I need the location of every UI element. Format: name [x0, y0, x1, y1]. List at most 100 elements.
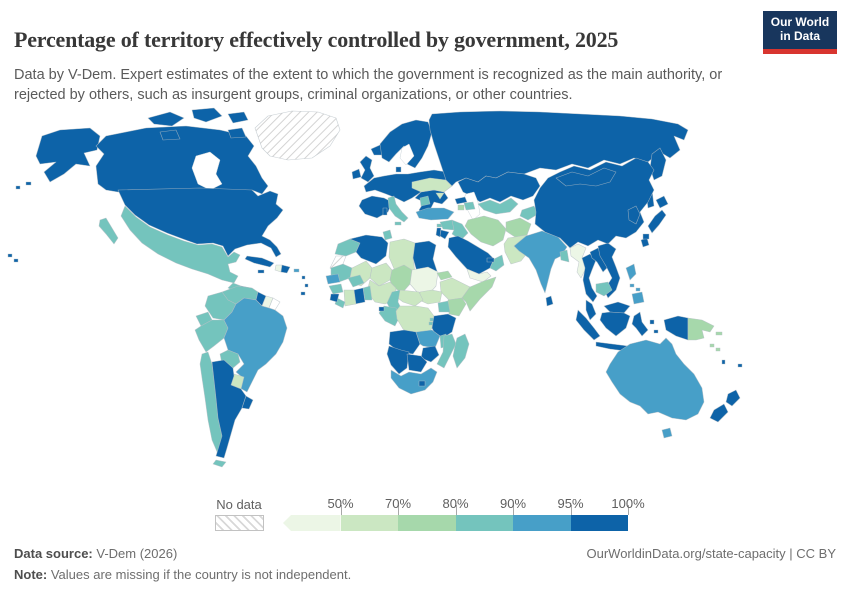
legend-segment-b90[interactable]	[513, 515, 571, 531]
map-region-aleutian-1[interactable]	[25, 181, 32, 186]
map-region-trinidad[interactable]	[300, 291, 306, 296]
map-region-usa[interactable]	[117, 187, 284, 258]
map-region-argentina[interactable]	[211, 359, 247, 459]
map-region-kalimantan[interactable]	[599, 311, 631, 337]
legend-segment-b95[interactable]	[570, 515, 628, 531]
map-region-israel[interactable]	[435, 227, 442, 238]
map-region-philippines-visayas-2[interactable]	[635, 287, 641, 292]
legend-segment-b70[interactable]	[398, 515, 456, 531]
map-region-lesotho[interactable]	[418, 380, 426, 387]
map-region-canada-arctic-2[interactable]	[191, 107, 223, 123]
map-region-dominican-republic[interactable]	[280, 264, 291, 274]
map-region-guinea[interactable]	[328, 283, 344, 295]
map-region-kenya[interactable]	[447, 297, 467, 317]
map-region-chad[interactable]	[389, 264, 413, 293]
map-region-united-kingdom[interactable]	[359, 155, 375, 183]
map-region-syria[interactable]	[439, 219, 455, 231]
map-region-fiji[interactable]	[737, 363, 743, 368]
map-region-ireland[interactable]	[351, 168, 362, 180]
map-region-azerbaijan[interactable]	[463, 201, 476, 211]
map-region-south-sudan[interactable]	[418, 289, 443, 305]
map-region-papua-new-guinea[interactable]	[687, 317, 715, 341]
map-region-iran[interactable]	[464, 215, 507, 247]
map-region-sri-lanka[interactable]	[545, 295, 554, 307]
map-region-brazil[interactable]	[223, 297, 288, 393]
map-region-south-africa[interactable]	[390, 367, 438, 395]
map-region-cuba[interactable]	[244, 255, 275, 268]
map-region-equatorial-guinea[interactable]	[378, 306, 385, 312]
map-region-sulawesi[interactable]	[631, 311, 649, 337]
map-region-senegal[interactable]	[325, 273, 341, 285]
map-region-botswana[interactable]	[406, 353, 428, 373]
map-region-egypt[interactable]	[412, 240, 438, 277]
map-region-uruguay[interactable]	[241, 395, 254, 410]
map-region-uae[interactable]	[486, 257, 495, 263]
world-map-svg[interactable]	[0, 106, 850, 486]
map-region-bangladesh[interactable]	[559, 249, 570, 263]
map-region-lesser-antilles-2[interactable]	[304, 283, 309, 288]
map-region-algeria[interactable]	[349, 234, 389, 265]
map-region-sardinia[interactable]	[382, 207, 388, 216]
map-region-aleutian-2[interactable]	[15, 185, 21, 190]
map-region-taiwan[interactable]	[640, 237, 650, 248]
map-region-somalia[interactable]	[461, 276, 497, 312]
map-region-philippines-visayas-1[interactable]	[629, 283, 635, 288]
map-region-ukraine[interactable]	[411, 177, 453, 193]
map-region-jamaica[interactable]	[257, 269, 265, 274]
map-region-australia[interactable]	[605, 337, 705, 421]
map-region-armenia[interactable]	[457, 204, 465, 211]
map-region-west-new-guinea[interactable]	[663, 315, 689, 341]
map-region-canada-arctic-5[interactable]	[227, 127, 247, 139]
map-region-japan-kyushu[interactable]	[642, 233, 650, 240]
map-region-solomon-1[interactable]	[709, 343, 715, 348]
map-region-italy[interactable]	[387, 195, 409, 223]
map-region-japan-hokkaido[interactable]	[655, 195, 669, 209]
map-region-sudan[interactable]	[409, 266, 439, 295]
legend-no-data-swatch[interactable]	[215, 515, 264, 531]
map-region-vietnam[interactable]	[597, 242, 621, 299]
map-region-afghanistan[interactable]	[505, 217, 532, 238]
map-region-canada-arctic-4[interactable]	[159, 129, 181, 141]
map-region-india[interactable]	[513, 230, 568, 294]
map-region-china[interactable]	[533, 157, 655, 249]
legend-segment-b80[interactable]	[455, 515, 513, 531]
map-region-jordan[interactable]	[439, 229, 450, 240]
map-region-mozambique[interactable]	[436, 333, 457, 369]
map-region-central-asia[interactable]	[477, 197, 519, 215]
map-region-mexico[interactable]	[120, 205, 241, 284]
map-region-angola[interactable]	[388, 329, 421, 355]
map-region-kyrgyz-tajik[interactable]	[519, 205, 539, 221]
map-region-canada-arctic-1[interactable]	[147, 111, 185, 127]
map-region-sierra-leone[interactable]	[329, 293, 340, 303]
map-region-scandinavia[interactable]	[379, 119, 433, 169]
map-region-moluccas-2[interactable]	[653, 329, 659, 334]
map-region-new-zealand-south[interactable]	[709, 403, 729, 423]
world-map[interactable]	[0, 106, 850, 486]
map-region-alaska[interactable]	[35, 127, 101, 183]
map-region-philippines-mindanao[interactable]	[631, 291, 645, 305]
map-region-yemen[interactable]	[466, 268, 492, 283]
map-region-georgia[interactable]	[454, 196, 468, 205]
map-region-greenland[interactable]	[254, 110, 341, 161]
map-region-cambodia[interactable]	[595, 281, 613, 297]
map-region-uganda[interactable]	[437, 300, 451, 313]
map-region-new-zealand-north[interactable]	[725, 389, 741, 407]
map-region-korea[interactable]	[627, 205, 641, 225]
map-region-moluccas-1[interactable]	[649, 319, 655, 325]
map-region-burkina-faso[interactable]	[347, 274, 365, 288]
map-region-myanmar[interactable]	[569, 243, 587, 279]
map-region-hawaii-1[interactable]	[7, 253, 13, 258]
map-region-mongolia[interactable]	[555, 167, 617, 187]
map-region-crimea[interactable]	[435, 192, 445, 200]
map-region-solomon-2[interactable]	[715, 347, 721, 352]
map-region-peru[interactable]	[194, 319, 229, 353]
map-region-tasmania[interactable]	[661, 427, 673, 439]
map-region-russia[interactable]	[428, 110, 689, 187]
map-region-thailand[interactable]	[581, 253, 598, 303]
map-region-malaysia-borneo[interactable]	[603, 301, 631, 314]
map-region-sumatra[interactable]	[575, 309, 601, 341]
map-region-hawaii-2[interactable]	[13, 258, 19, 263]
map-region-cote-divoire[interactable]	[343, 289, 357, 307]
map-region-vanuatu[interactable]	[721, 359, 726, 365]
map-region-philippines-luzon[interactable]	[625, 263, 637, 281]
